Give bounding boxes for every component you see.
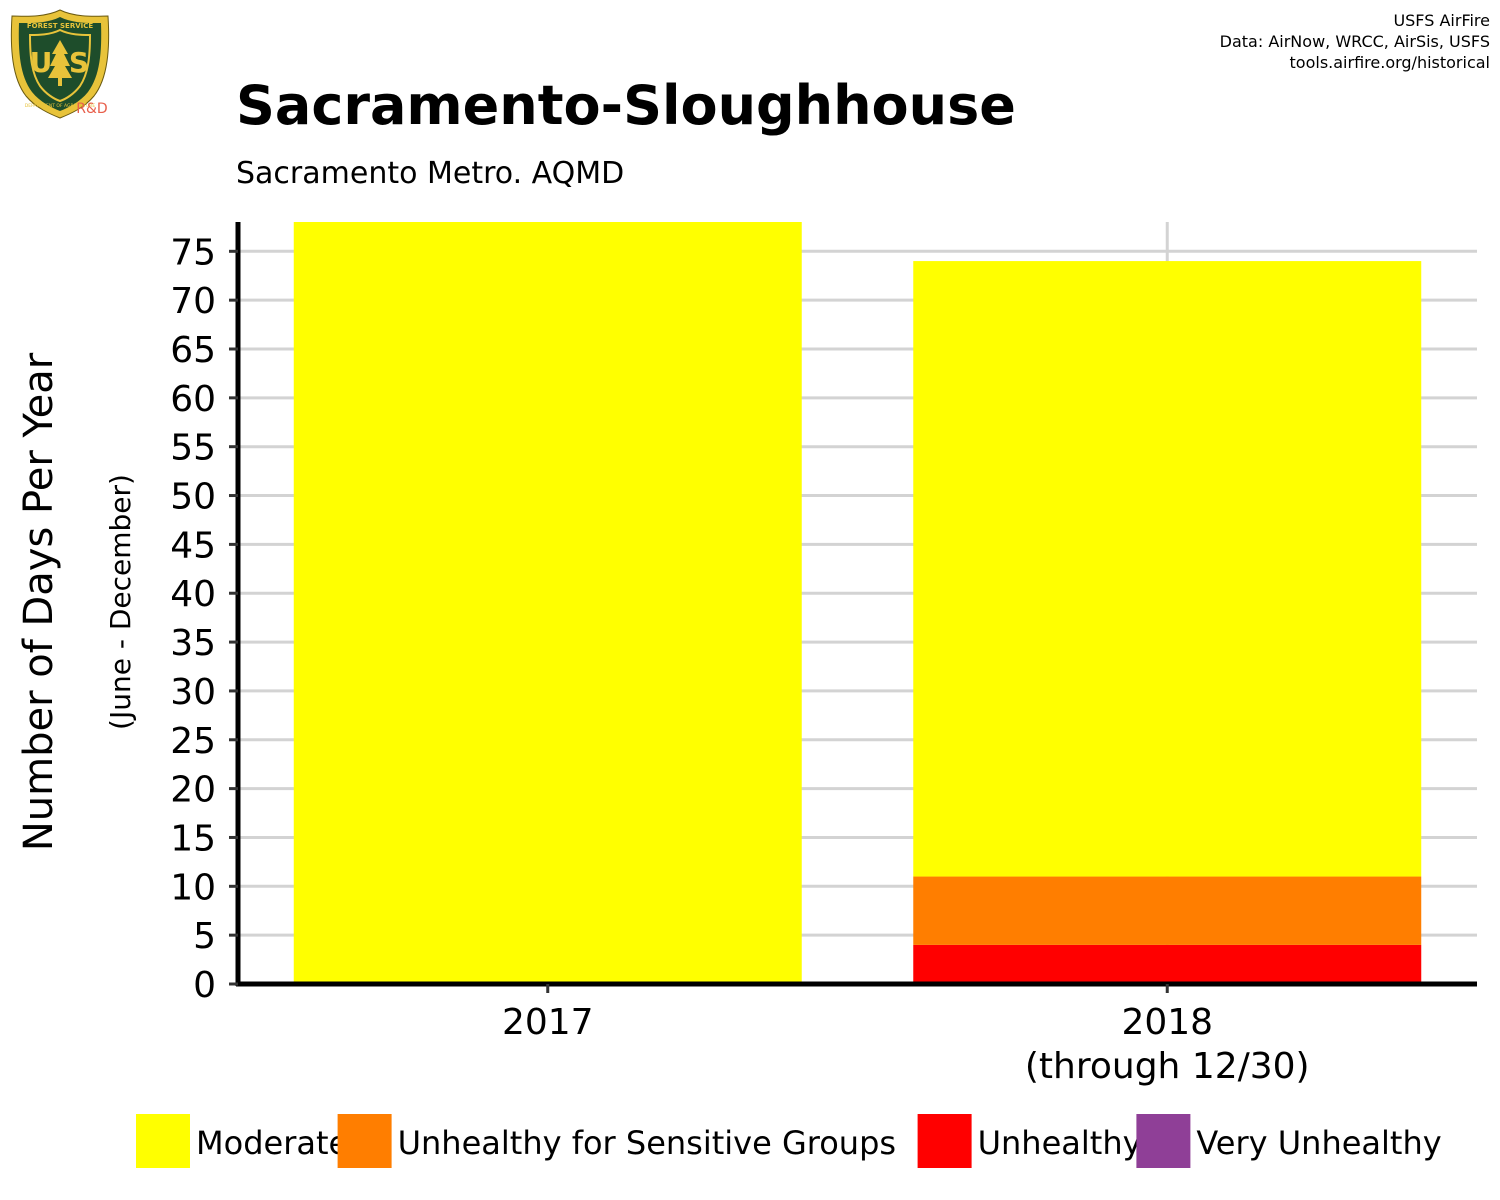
- credit-line: USFS AirFire: [1393, 11, 1490, 30]
- x-tick-label: 2017: [502, 1002, 594, 1043]
- y-tick-label: 0: [193, 965, 216, 1006]
- legend-item: Very Unhealthy: [1136, 1114, 1442, 1168]
- y-tick-label: 55: [170, 428, 216, 469]
- y-tick-label: 75: [170, 232, 216, 273]
- chart-title: Sacramento-Sloughhouse: [236, 74, 1016, 137]
- legend-label: Very Unhealthy: [1196, 1124, 1441, 1162]
- legend-item: Moderate: [136, 1114, 348, 1168]
- y-tick-label: 70: [170, 281, 216, 322]
- tree-icon: [48, 40, 72, 86]
- y-tick-label: 20: [170, 770, 216, 811]
- y-tick-label: 30: [170, 672, 216, 713]
- y-tick-label: 60: [170, 379, 216, 420]
- bar-segment: [913, 944, 1422, 984]
- y-tick-label: 10: [170, 867, 216, 908]
- legend: Moderate Unhealthy for Sensitive Groups Un…: [136, 1114, 1442, 1168]
- axes: 0 5 10 15 20 25 30 35 40 45 50 55 60 65 70 75 2017 2018(t…: [170, 222, 1477, 1087]
- legend-label: Unhealthy: [978, 1124, 1142, 1162]
- logo-letter-left: U: [30, 46, 53, 79]
- x-tick-label: 2018: [1121, 1002, 1213, 1043]
- y-tick-label: 65: [170, 330, 216, 371]
- credits: USFS AirFire Data: AirNow, WRCC, AirSis,…: [1220, 10, 1490, 73]
- legend-label: Unhealthy for Sensitive Groups: [398, 1124, 896, 1162]
- legend-swatch: [917, 1114, 972, 1168]
- logo-letter-right: S: [69, 46, 89, 79]
- y-tick-label: 50: [170, 477, 216, 518]
- logo-ring-top: FOREST SERVICE: [27, 22, 94, 30]
- usfs-shield-icon: FOREST SERVICE DEPARTMENT OF AGRICULTURE…: [10, 9, 110, 119]
- y-tick-label: 40: [170, 574, 216, 615]
- x-tick-sublabel: (through 12/30): [1025, 1046, 1310, 1087]
- credit-line: Data: AirNow, WRCC, AirSis, USFS: [1219, 32, 1490, 51]
- bar-segment: [913, 876, 1422, 945]
- y-tick-label: 25: [170, 721, 216, 762]
- legend-label: Moderate: [196, 1124, 348, 1162]
- logo-tag: R&D: [76, 101, 107, 117]
- y-tick-label: 35: [170, 623, 216, 664]
- bar-segment: [293, 222, 802, 984]
- legend-item: Unhealthy: [917, 1114, 1142, 1168]
- y-axis-sublabel: (June - December): [104, 474, 137, 730]
- y-tick-label: 45: [170, 525, 216, 566]
- credit-line: tools.airfire.org/historical: [1289, 53, 1490, 72]
- logo-ring-bottom: DEPARTMENT OF AGRICULTURE: [25, 103, 96, 109]
- legend-swatch: [337, 1114, 392, 1168]
- y-tick-label: 5: [193, 916, 216, 957]
- legend-swatch: [1136, 1114, 1191, 1168]
- chart-subtitle: Sacramento Metro. AQMD: [236, 156, 625, 191]
- legend-item: Unhealthy for Sensitive Groups: [337, 1114, 896, 1168]
- y-axis-label: Number of Days Per Year: [16, 352, 62, 851]
- y-tick-label: 15: [170, 818, 216, 859]
- bars: [293, 222, 1422, 984]
- legend-swatch: [136, 1114, 190, 1168]
- bar-segment: [913, 261, 1422, 877]
